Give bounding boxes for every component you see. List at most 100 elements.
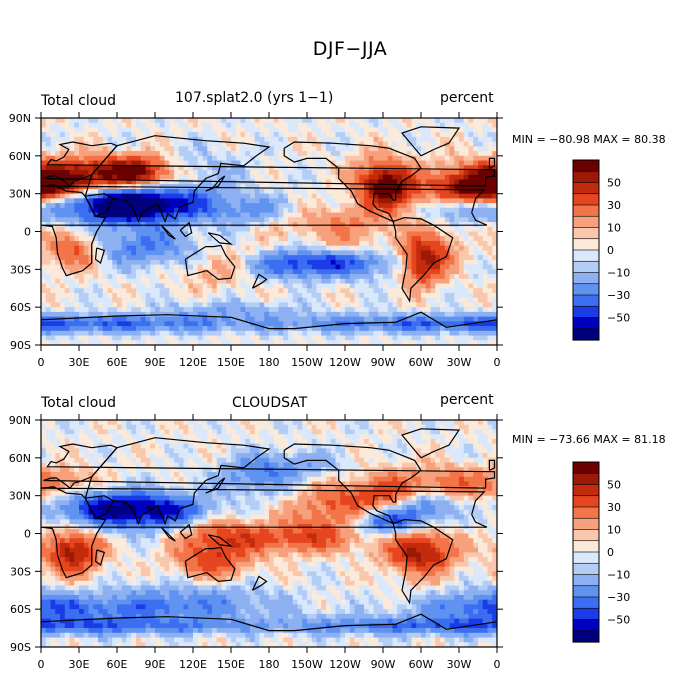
heatmap-cell xyxy=(121,212,128,218)
heatmap-cell xyxy=(302,203,308,209)
heatmap-cell xyxy=(83,165,90,171)
heatmap-cell xyxy=(207,203,213,209)
heatmap-cell xyxy=(397,250,403,256)
heatmap-cell xyxy=(449,146,455,152)
heatmap-cell xyxy=(321,264,327,270)
heatmap-cell xyxy=(463,302,470,308)
heatmap-cell xyxy=(131,132,137,138)
heatmap-cell xyxy=(121,236,128,242)
heatmap-cell xyxy=(50,240,56,247)
heatmap-cell xyxy=(387,429,394,435)
heatmap-cell xyxy=(107,340,113,345)
heatmap-cell xyxy=(330,311,337,318)
heatmap-cell xyxy=(440,424,446,431)
heatmap-cell xyxy=(197,231,204,237)
heatmap-cell xyxy=(159,424,166,431)
heatmap-cell xyxy=(235,250,242,256)
heatmap-cell xyxy=(278,127,284,133)
heatmap-cell xyxy=(79,155,85,162)
heatmap-cell xyxy=(41,170,47,176)
heatmap-cell xyxy=(183,283,189,289)
heatmap-cell xyxy=(207,420,213,426)
heatmap-cell xyxy=(368,136,375,143)
heatmap-cell xyxy=(492,311,497,318)
heatmap-cell xyxy=(283,198,289,204)
heatmap-cell xyxy=(387,255,394,261)
heatmap-cell xyxy=(50,193,56,199)
heatmap-cell xyxy=(378,288,384,294)
heatmap-cell xyxy=(188,326,194,332)
heatmap-cell xyxy=(64,297,71,304)
heatmap-cell xyxy=(102,340,109,345)
heatmap-cell xyxy=(50,184,56,190)
heatmap-cell xyxy=(226,203,232,209)
heatmap-cell xyxy=(468,136,474,143)
heatmap-cell xyxy=(159,283,166,289)
heatmap-cell xyxy=(273,174,280,181)
heatmap-cell xyxy=(126,274,132,280)
heatmap-cell xyxy=(373,255,379,261)
heatmap-cell xyxy=(159,160,166,166)
heatmap-cell xyxy=(145,127,151,133)
heatmap-cell xyxy=(330,198,337,204)
heatmap-cell xyxy=(482,269,489,275)
heatmap-cell xyxy=(102,278,109,285)
heatmap-cell xyxy=(340,122,346,129)
heatmap-cell xyxy=(240,250,246,256)
heatmap-cell xyxy=(202,278,208,285)
heatmap-cell xyxy=(121,151,128,157)
heatmap-cell xyxy=(397,127,403,133)
heatmap-cell xyxy=(478,335,484,341)
heatmap-cell xyxy=(321,311,327,318)
heatmap-cell xyxy=(326,146,332,152)
heatmap-cell xyxy=(69,203,75,209)
heatmap-cell xyxy=(145,326,151,332)
heatmap-cell xyxy=(79,330,85,337)
heatmap-cell xyxy=(269,429,275,435)
heatmap-cell xyxy=(221,302,227,308)
heatmap-cell xyxy=(178,340,185,345)
heatmap-cell xyxy=(174,335,180,341)
heatmap-cell xyxy=(288,179,294,185)
heatmap-cell xyxy=(316,250,322,256)
heatmap-cell xyxy=(459,283,465,289)
heatmap-cell xyxy=(326,330,332,337)
heatmap-cell xyxy=(354,326,360,332)
heatmap-cell xyxy=(435,250,441,256)
heatmap-cell xyxy=(397,160,403,166)
heatmap-cell xyxy=(345,136,351,143)
heatmap-cell xyxy=(449,278,455,285)
heatmap-cell xyxy=(297,146,303,152)
heatmap-cell xyxy=(283,420,289,426)
heatmap-cell xyxy=(311,132,318,138)
heatmap-cell xyxy=(112,278,118,285)
heatmap-cell xyxy=(478,165,484,171)
heatmap-cell xyxy=(468,184,474,190)
heatmap-cell xyxy=(340,292,346,299)
heatmap-cell xyxy=(98,269,104,275)
heatmap-cell xyxy=(174,269,180,275)
heatmap-cell xyxy=(326,297,332,304)
heatmap-cell xyxy=(378,203,384,209)
heatmap-cell xyxy=(193,429,199,435)
heatmap-cell xyxy=(197,307,204,313)
heatmap-cell xyxy=(121,174,128,181)
heatmap-cell xyxy=(202,184,208,190)
heatmap-cell xyxy=(117,160,123,166)
heatmap-cell xyxy=(345,340,351,345)
heatmap-cell xyxy=(354,420,360,426)
heatmap-cell xyxy=(83,269,90,275)
heatmap-cell xyxy=(402,122,408,129)
heatmap-cell xyxy=(145,132,151,138)
heatmap-cell xyxy=(183,217,189,223)
heatmap-cell xyxy=(98,311,104,318)
heatmap-cell xyxy=(50,136,56,143)
heatmap-cell xyxy=(311,174,318,181)
heatmap-cell xyxy=(482,184,489,190)
coastline xyxy=(41,311,497,330)
heatmap-cell xyxy=(50,326,56,332)
heatmap-cell xyxy=(226,307,232,313)
heatmap-cell xyxy=(335,297,341,304)
heatmap-cell xyxy=(221,146,227,152)
heatmap-cell xyxy=(183,424,189,431)
